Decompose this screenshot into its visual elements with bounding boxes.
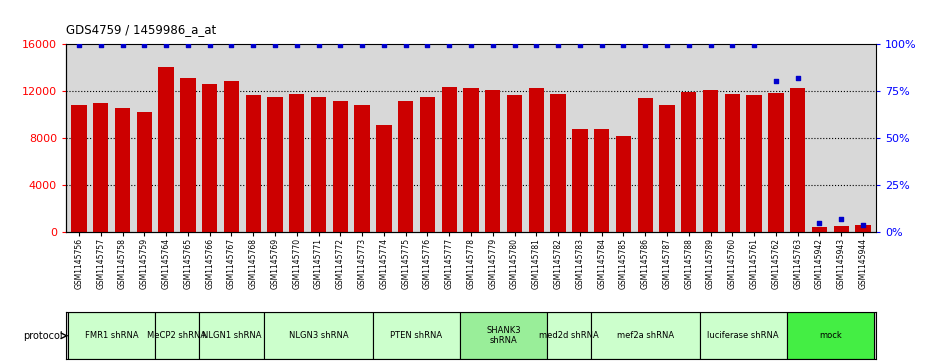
Bar bbox=[616, 135, 631, 232]
Point bbox=[550, 42, 565, 48]
Point bbox=[573, 42, 588, 48]
Bar bbox=[528, 88, 544, 232]
Bar bbox=[376, 125, 392, 232]
Text: luciferase shRNA: luciferase shRNA bbox=[707, 331, 779, 340]
Bar bbox=[724, 94, 740, 232]
Bar bbox=[700, 312, 787, 359]
Point bbox=[311, 42, 326, 48]
Bar bbox=[463, 88, 479, 232]
Point bbox=[659, 42, 674, 48]
Point bbox=[616, 42, 631, 48]
Bar bbox=[442, 87, 457, 232]
Bar bbox=[659, 105, 674, 232]
Point bbox=[747, 42, 762, 48]
Bar bbox=[572, 129, 588, 232]
Bar bbox=[550, 94, 566, 232]
Bar bbox=[638, 98, 653, 232]
Point bbox=[420, 42, 435, 48]
Point bbox=[72, 42, 87, 48]
Point bbox=[812, 220, 827, 226]
Bar bbox=[460, 312, 547, 359]
Bar bbox=[180, 78, 196, 232]
Bar bbox=[155, 312, 199, 359]
Bar bbox=[855, 225, 870, 232]
Bar bbox=[787, 312, 874, 359]
Point bbox=[769, 78, 784, 84]
Bar bbox=[264, 312, 373, 359]
Point bbox=[268, 42, 283, 48]
Text: MeCP2 shRNA: MeCP2 shRNA bbox=[148, 331, 206, 340]
Text: PTEN shRNA: PTEN shRNA bbox=[391, 331, 443, 340]
Point bbox=[790, 75, 805, 81]
Bar bbox=[398, 101, 414, 232]
Bar bbox=[158, 67, 173, 232]
Text: med2d shRNA: med2d shRNA bbox=[539, 331, 599, 340]
Bar bbox=[485, 90, 500, 232]
Bar bbox=[68, 312, 155, 359]
Bar bbox=[311, 97, 326, 232]
Point bbox=[594, 42, 609, 48]
Bar bbox=[202, 83, 218, 232]
Point bbox=[855, 222, 870, 228]
Text: mock: mock bbox=[819, 331, 842, 340]
Bar bbox=[790, 88, 805, 232]
Text: NLGN1 shRNA: NLGN1 shRNA bbox=[202, 331, 261, 340]
Bar bbox=[289, 94, 304, 232]
Text: protocol: protocol bbox=[23, 331, 63, 341]
Point bbox=[180, 42, 195, 48]
Point bbox=[246, 42, 261, 48]
Bar bbox=[591, 312, 700, 359]
Point bbox=[834, 216, 849, 222]
Bar bbox=[72, 105, 87, 232]
Bar bbox=[137, 112, 152, 232]
Point bbox=[333, 42, 348, 48]
Point bbox=[528, 42, 544, 48]
Point bbox=[442, 42, 457, 48]
Text: SHANK3
shRNA: SHANK3 shRNA bbox=[486, 326, 521, 346]
Point bbox=[115, 42, 130, 48]
Point bbox=[93, 42, 108, 48]
Bar bbox=[420, 97, 435, 232]
Point bbox=[289, 42, 304, 48]
Bar bbox=[354, 106, 369, 232]
Point bbox=[354, 42, 369, 48]
Point bbox=[463, 42, 479, 48]
Point bbox=[638, 42, 653, 48]
Bar bbox=[224, 81, 239, 232]
Bar bbox=[333, 101, 348, 232]
Bar bbox=[547, 312, 591, 359]
Bar bbox=[746, 95, 762, 232]
Point bbox=[398, 42, 414, 48]
Bar bbox=[812, 227, 827, 232]
Point bbox=[507, 42, 522, 48]
Bar bbox=[373, 312, 460, 359]
Bar bbox=[246, 95, 261, 232]
Bar bbox=[268, 97, 283, 232]
Point bbox=[485, 42, 500, 48]
Bar bbox=[115, 108, 130, 232]
Text: FMR1 shRNA: FMR1 shRNA bbox=[85, 331, 138, 340]
Point bbox=[224, 42, 239, 48]
Point bbox=[158, 42, 173, 48]
Point bbox=[681, 42, 696, 48]
Bar bbox=[507, 95, 522, 232]
Bar bbox=[93, 103, 108, 232]
Point bbox=[724, 42, 739, 48]
Text: NLGN3 shRNA: NLGN3 shRNA bbox=[289, 331, 349, 340]
Bar bbox=[594, 129, 609, 232]
Bar bbox=[681, 92, 696, 232]
Point bbox=[703, 42, 718, 48]
Text: mef2a shRNA: mef2a shRNA bbox=[617, 331, 674, 340]
Point bbox=[137, 42, 152, 48]
Text: GDS4759 / 1459986_a_at: GDS4759 / 1459986_a_at bbox=[66, 23, 217, 36]
Point bbox=[377, 42, 392, 48]
Bar bbox=[834, 227, 849, 232]
Bar bbox=[199, 312, 264, 359]
Bar bbox=[769, 93, 784, 232]
Bar bbox=[703, 90, 718, 232]
Point bbox=[203, 42, 218, 48]
